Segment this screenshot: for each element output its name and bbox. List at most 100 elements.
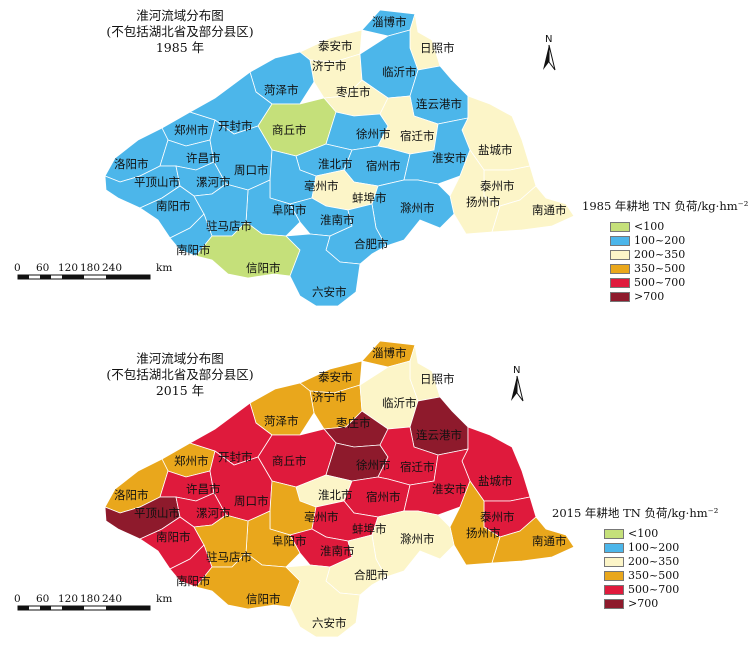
scale-bar [17,274,151,280]
city-label-kaifeng: 开封市 [218,450,253,464]
legend-item: >700 [604,597,718,610]
legend-item: <100 [610,220,748,233]
legend-label: 500~700 [634,276,686,289]
legend-item: <100 [604,527,718,540]
city-label-taizhou: 泰州市 [480,510,515,524]
city-label-luohe: 漯河市 [196,506,231,520]
city-label-huaian: 淮安市 [432,151,467,165]
scale-label: 240 [102,262,123,274]
legend-swatch [610,249,630,260]
legend-item: 100~200 [604,541,718,554]
city-label-yancheng: 盐城市 [478,143,513,157]
city-label-pingdingshan: 平顶山市 [134,175,180,189]
scale-label: 240 [102,593,123,605]
legend-label: >700 [628,597,659,610]
city-label-kaifeng: 开封市 [218,119,253,133]
map-year: 1985 年 [155,40,205,55]
north-label: N [545,34,552,45]
city-label-shangqiu: 商丘市 [272,123,307,137]
city-label-luan: 六安市 [312,285,347,299]
city-label-fuyang: 阜阳市 [272,203,307,217]
legend-label: >700 [634,290,665,303]
city-label-luoyang: 洛阳市 [114,488,149,502]
legend-item: >700 [610,290,748,303]
city-label-huaibei: 淮北市 [318,157,353,171]
legend-label: 100~200 [628,541,680,554]
city-label-luan: 六安市 [312,616,347,630]
city-label-nantong: 南通市 [532,203,567,217]
map-title-line2: (不包括湖北省及部分县区) [106,367,254,382]
scale-label: km [156,262,173,274]
scale-label: 120 [58,262,79,274]
map-title: 淮河流域分布图 (不包括湖北省及部分县区) 2015 年 [80,351,280,399]
city-label-heze: 菏泽市 [264,83,299,97]
legend-item: 500~700 [610,276,748,289]
city-label-zaozhuang: 枣庄市 [336,416,371,430]
city-label-taizhou: 泰州市 [480,179,515,193]
legend-swatch [610,235,630,246]
legend-swatch [604,542,624,553]
north-arrow-icon: N [511,365,524,402]
legend-swatch [610,263,630,274]
city-label-jining: 济宁市 [312,59,347,73]
city-label-rizhao: 日照市 [420,372,455,386]
map-year: 2015 年 [155,383,205,398]
legend-item: 100~200 [610,234,748,247]
city-label-yancheng: 盐城市 [478,474,513,488]
legend-item: 200~350 [604,555,718,568]
legend-label: 350~500 [628,569,680,582]
city-label-yangzhou: 扬州市 [466,526,501,540]
city-label-suqian: 宿迁市 [400,129,435,143]
city-label-bengbu: 蚌埠市 [352,191,387,205]
scale-bar [17,605,151,611]
city-label-bozhou: 亳州市 [304,179,339,193]
legend-label: 350~500 [634,262,686,275]
legend-swatch [604,584,624,595]
legend-label: 200~350 [634,248,686,261]
city-label-bengbu: 蚌埠市 [352,522,387,536]
legend-swatch [604,556,624,567]
legend-swatch [610,291,630,302]
legend-label: <100 [628,527,659,540]
legend: 2015 年耕地 TN 负荷/kg·hm⁻² <100 100~200 200~35… [552,505,718,611]
city-label-zhengzhou: 郑州市 [174,123,209,137]
region-lianyungang [409,396,469,456]
city-label-taian: 泰安市 [318,370,353,384]
map-panel-2: 淮河流域分布图 (不包括湖北省及部分县区) 2015 年 淄博市 泰安市 日照市 济宁… [0,331,748,662]
region-luan [285,564,361,638]
legend-swatch [610,221,630,232]
city-label-zhumadian: 驻马店市 [206,550,252,564]
region-luan [285,233,361,307]
city-label-taian: 泰安市 [318,39,353,53]
legend-item: 350~500 [604,569,718,582]
city-label-zaozhuang: 枣庄市 [336,85,371,99]
region-layer [104,9,575,307]
legend-label: 500~700 [628,583,680,596]
city-label-zhumadian: 驻马店市 [206,219,252,233]
legend-label: <100 [634,220,665,233]
city-label-huainan: 淮南市 [320,213,355,227]
legend-swatch [610,277,630,288]
scale-label: 0 [14,593,21,605]
map-title-line1: 淮河流域分布图 [136,8,224,23]
legend-label: 200~350 [628,555,680,568]
legend-items: <100 100~200 200~350 350~500 500~700 >700 [610,220,748,303]
city-label-suzhou: 宿州市 [366,159,401,173]
map-title-line2: (不包括湖北省及部分县区) [106,24,254,39]
city-label-hefei: 合肥市 [354,237,389,251]
region-lianyungang [409,65,469,125]
map-title: 淮河流域分布图 (不包括湖北省及部分县区) 1985 年 [80,8,280,56]
city-label-chuzhou: 滁州市 [400,201,435,215]
city-label-luoyang: 洛阳市 [114,157,149,171]
legend-swatch [604,598,624,609]
city-label-linyi: 临沂市 [382,65,417,79]
city-label-hefei: 合肥市 [354,568,389,582]
city-label-bozhou: 亳州市 [304,510,339,524]
city-label-xuchang: 许昌市 [186,482,221,496]
city-label-nanyang2: 南阳市 [176,574,211,588]
legend-item: 200~350 [610,248,748,261]
city-label-rizhao: 日照市 [420,41,455,55]
city-label-xuchang: 许昌市 [186,151,221,165]
